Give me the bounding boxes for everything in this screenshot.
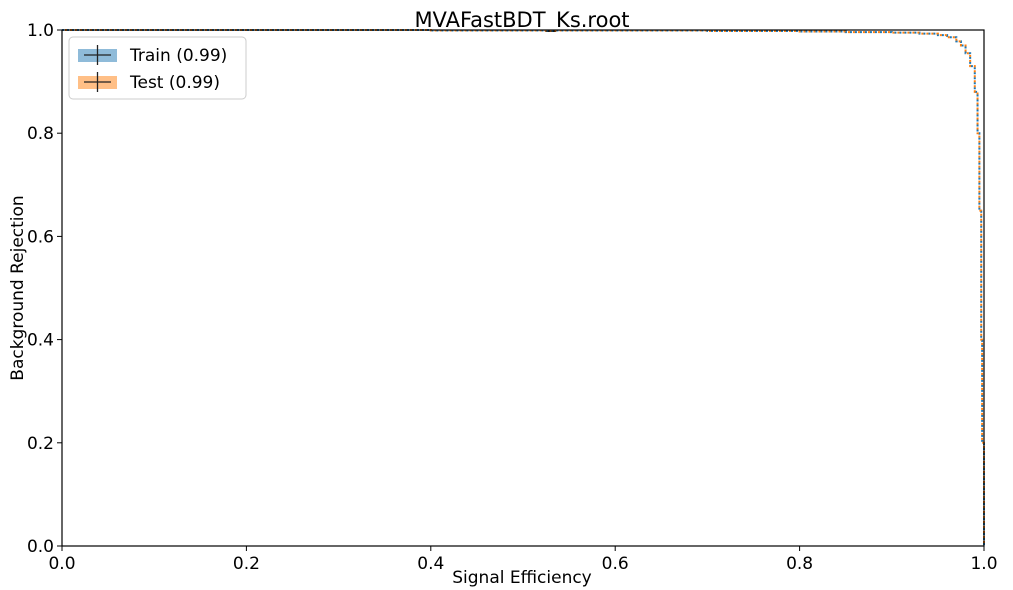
x-tick-label: 0.4 — [417, 554, 444, 574]
y-tick-label: 0.2 — [27, 434, 54, 454]
x-axis-ticks: 0.0 0.2 0.4 0.6 0.8 1.0 — [48, 546, 998, 574]
chart-title: MVAFastBDT_Ks.root — [414, 8, 629, 33]
plot-frame — [61, 29, 985, 547]
y-tick-label: 0.0 — [27, 537, 54, 557]
x-tick-label: 0.2 — [233, 554, 260, 574]
series-line-train — [62, 29, 985, 546]
legend: Train (0.99) Test (0.99) — [68, 36, 247, 100]
y-tick-label: 0.6 — [27, 227, 54, 247]
x-tick-label: 0.6 — [602, 554, 629, 574]
legend-label: Test (0.99) — [129, 73, 220, 93]
x-tick-label: 0.0 — [48, 554, 75, 574]
x-axis-label: Signal Efficiency — [452, 568, 592, 588]
y-tick-label: 1.0 — [27, 21, 54, 41]
series-line-test — [62, 29, 985, 546]
y-axis-label: Background Rejection — [8, 195, 28, 380]
y-tick-label: 0.4 — [27, 331, 54, 351]
series-layer — [62, 29, 985, 546]
y-axis-ticks: 0.0 0.2 0.4 0.6 0.8 1.0 — [27, 21, 62, 557]
legend-label: Train (0.99) — [129, 46, 227, 66]
y-tick-label: 0.8 — [27, 124, 54, 144]
x-tick-label: 0.8 — [786, 554, 813, 574]
x-tick-label: 1.0 — [970, 554, 997, 574]
